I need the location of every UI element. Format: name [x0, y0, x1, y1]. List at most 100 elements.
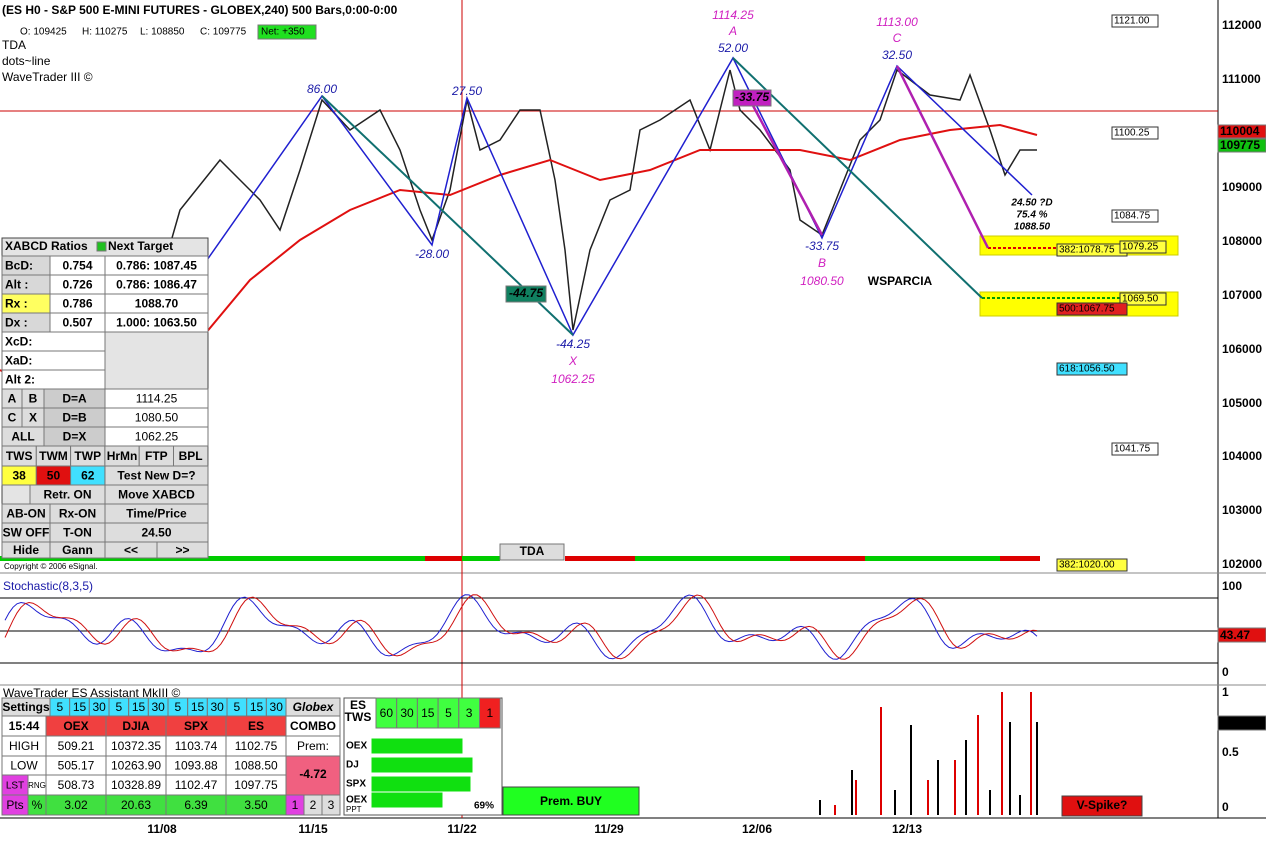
copyright: Copyright © 2006 eSignal.: [4, 562, 98, 571]
label: TWP: [74, 449, 101, 463]
side-row: OEX: [346, 795, 367, 806]
level-box: [1056, 302, 1128, 316]
label: C: [8, 411, 17, 425]
label: D=B: [62, 411, 87, 425]
label: B: [29, 392, 38, 406]
label: 2: [310, 798, 317, 812]
volume-tick-label: 1: [1222, 685, 1229, 699]
strip-segment: [565, 556, 635, 561]
signal: Prem. BUY: [540, 794, 602, 808]
gauge-bar: [371, 792, 443, 808]
label: 60: [380, 706, 394, 720]
label: <<: [124, 543, 138, 557]
label: >>: [175, 543, 189, 557]
label: BPL: [179, 449, 203, 463]
volume-tag: [1217, 715, 1266, 731]
label: 509.21: [58, 739, 95, 753]
price-tag: [1217, 124, 1266, 139]
spike-box: [1061, 795, 1143, 817]
strip-segment: [462, 556, 500, 561]
label: 30: [211, 700, 225, 714]
level-box: [1119, 292, 1167, 306]
label: 15: [250, 700, 264, 714]
projection: 75.4 %: [1016, 210, 1047, 221]
label: 20.63: [121, 798, 151, 812]
label: LST: [6, 781, 24, 792]
price-trace: [9, 68, 1037, 521]
label: Retr. ON: [43, 488, 91, 502]
label: 62: [81, 469, 95, 483]
label: 1: [292, 798, 299, 812]
label: ALL: [11, 430, 34, 444]
swing-label: 27.50: [451, 84, 482, 98]
pivot-letter: X: [568, 354, 578, 368]
projection: 1088.50: [1014, 222, 1051, 233]
pivot-letter: A: [728, 24, 737, 38]
pivot-move: -33.75: [805, 239, 839, 253]
pivot-move: 32.50: [882, 48, 912, 62]
label: HrMn: [107, 449, 138, 463]
label: T-ON: [63, 526, 92, 540]
label: 1.000: 1063.50: [116, 316, 197, 330]
label: 15:44: [9, 719, 40, 733]
volume-bars: [819, 692, 1038, 815]
date-tick-label: 11/08: [147, 822, 177, 836]
level-label: 500:1067.75: [1059, 304, 1115, 315]
pane-title: WaveTrader ES Assistant MkIII ©: [3, 686, 180, 700]
net-box: [257, 24, 317, 40]
label: 24.50: [141, 526, 171, 540]
label: AB-ON: [6, 507, 45, 521]
label: 1102.47: [175, 778, 218, 792]
level-box: [1111, 442, 1159, 456]
label: 3.50: [244, 798, 268, 812]
stoch-tag: [1217, 627, 1266, 643]
cell: [479, 697, 501, 729]
label: D=A: [62, 392, 87, 406]
label: 1093.88: [174, 759, 218, 773]
level-label: 382:1078.75: [1059, 245, 1115, 256]
label: Time/Price: [126, 507, 187, 521]
strip-segment: [1000, 556, 1040, 561]
label: 3: [328, 798, 335, 812]
price-tick-label: 106000: [1222, 342, 1262, 356]
label: 3: [466, 706, 473, 720]
label: HIGH: [9, 739, 39, 753]
level-label: 1084.75: [1114, 211, 1151, 222]
label: SPX: [184, 719, 208, 733]
pane-title: Stochastic(8,3,5): [3, 579, 93, 593]
label: DJIA: [122, 719, 150, 733]
tda-button-label: TDA: [520, 544, 545, 558]
pivot-letter: C: [893, 31, 902, 45]
strip-segment: [635, 556, 790, 561]
label: 1097.75: [234, 778, 278, 792]
label: Alt 2:: [5, 373, 35, 387]
label: 1: [487, 706, 494, 720]
price-tick-label: 109000: [1222, 180, 1262, 194]
projection: 24.50 ?D: [1010, 198, 1052, 209]
pivot-move: 52.00: [718, 41, 748, 55]
date-tick-label: 12/13: [892, 822, 922, 836]
price-tick-label: 108000: [1222, 234, 1262, 248]
label: 50: [47, 469, 61, 483]
date-tick-label: 11/22: [447, 822, 477, 836]
cell: [104, 312, 209, 333]
label: Alt :: [5, 278, 28, 292]
pivot-move: -44.25: [556, 337, 590, 351]
gauge-bar: [371, 738, 463, 754]
label: Test New D=?: [117, 469, 195, 483]
label: 1103.74: [175, 739, 218, 753]
level-label: 618:1056.50: [1059, 364, 1115, 375]
label: XaD:: [5, 354, 32, 368]
side-title: TWS: [345, 710, 372, 724]
gauge-bar: [371, 757, 473, 773]
label: Pts: [6, 798, 23, 812]
label: 15: [191, 700, 205, 714]
label: Hide: [13, 543, 39, 557]
label: 5: [116, 700, 123, 714]
strip-segment: [865, 556, 1000, 561]
label: 38: [12, 469, 26, 483]
side-title: ES: [350, 698, 366, 712]
price-tag-label: 109775: [1220, 138, 1260, 152]
pivot-price: 1080.50: [800, 274, 844, 288]
leg-box: [505, 285, 547, 303]
